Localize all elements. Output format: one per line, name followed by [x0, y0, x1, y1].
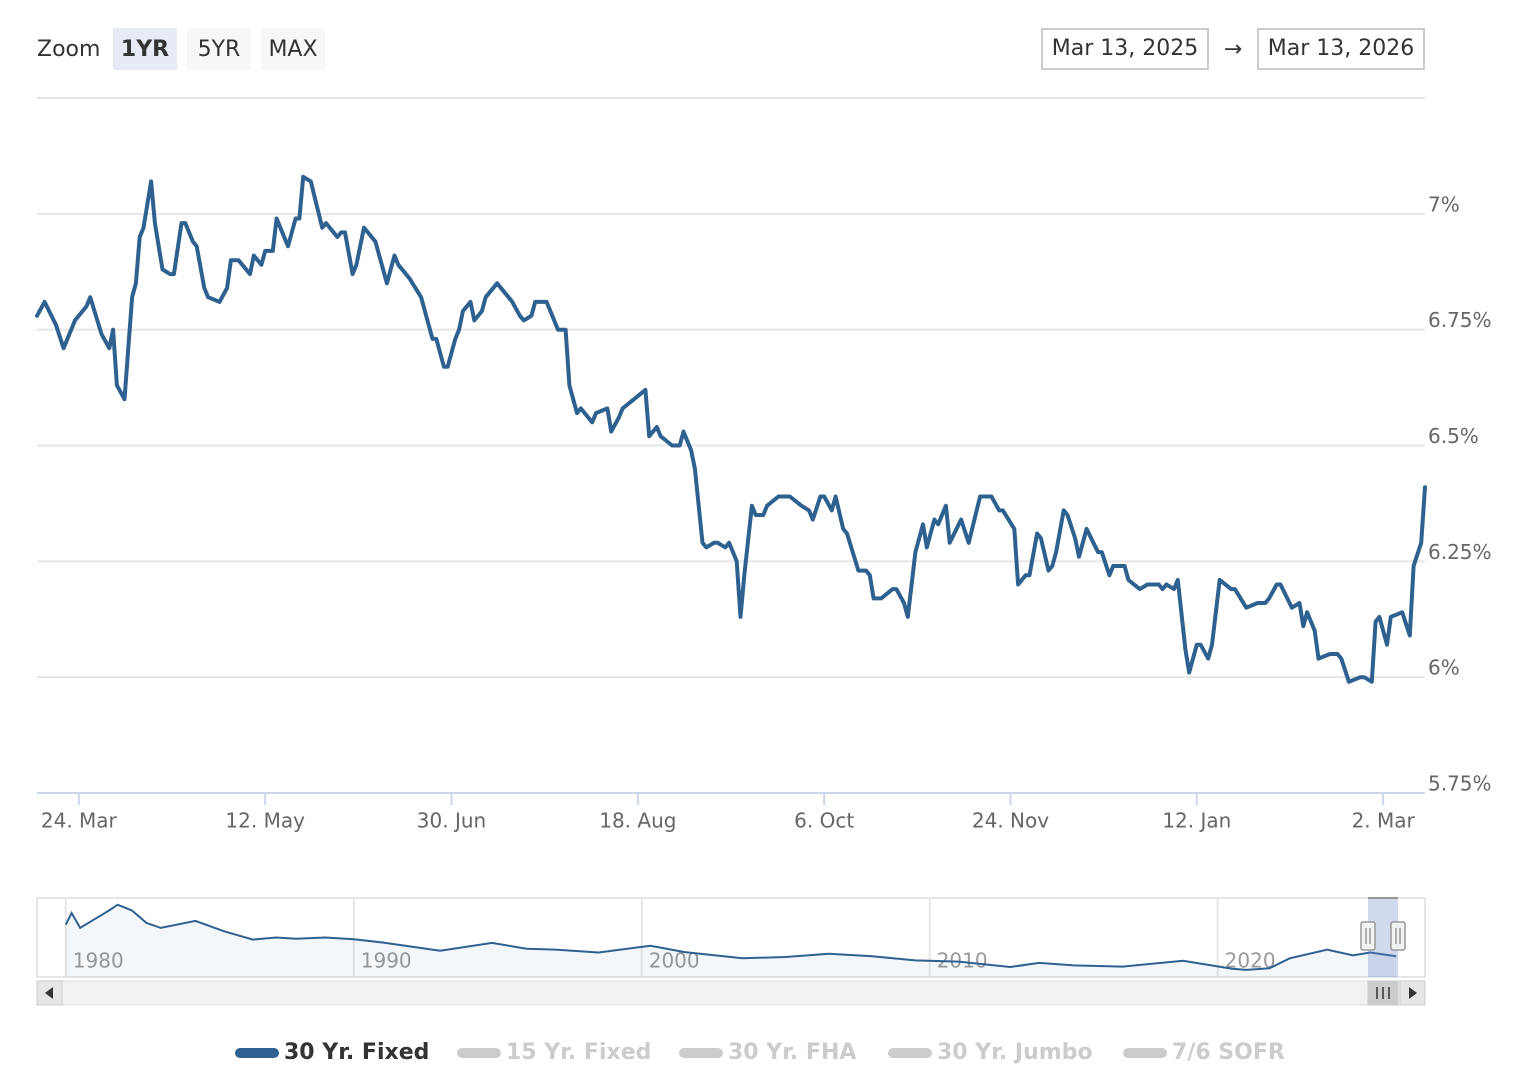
navigator-tick-label: 1990	[361, 949, 412, 973]
legend-item[interactable]: 30 Yr. Jumbo	[888, 1040, 1093, 1065]
legend-label: 30 Yr. Fixed	[284, 1040, 429, 1065]
x-tick-label: 18. Aug	[599, 809, 676, 833]
x-tick-label: 24. Mar	[41, 809, 118, 833]
x-tick-label: 12. Jan	[1162, 809, 1231, 833]
navigator-line	[64, 903, 1397, 971]
legend-label: 15 Yr. Fixed	[506, 1040, 651, 1065]
legend-label: 30 Yr. Jumbo	[937, 1040, 1093, 1065]
zoom-label: Zoom	[37, 37, 100, 62]
zoom-button-label: MAX	[268, 37, 317, 62]
y-tick-label: 7%	[1428, 192, 1460, 216]
zoom-button-label: 5YR	[198, 37, 241, 62]
scrollbar-track[interactable]	[36, 980, 1426, 1006]
navigator-tick-label: 1980	[73, 949, 124, 973]
zoom-button[interactable]	[113, 28, 177, 70]
x-tick-label: 12. May	[225, 809, 305, 833]
legend-item[interactable]: 30 Yr. Fixed	[235, 1040, 429, 1065]
navigator-area	[65, 904, 1397, 977]
range-from-input[interactable]	[1041, 28, 1209, 70]
legend-label: 30 Yr. FHA	[728, 1040, 856, 1065]
x-tick-label: 2. Mar	[1352, 809, 1416, 833]
handle-right[interactable]	[1390, 921, 1406, 951]
zoom-button[interactable]	[261, 28, 325, 70]
navigator-handle[interactable]	[1360, 921, 1406, 951]
scrollbar-right-arrow	[1409, 987, 1417, 999]
legend-label: 7/6 SOFR	[1172, 1040, 1285, 1065]
range-from-text: Mar 13, 2025	[1052, 36, 1198, 61]
x-tick-label: 30. Jun	[417, 809, 486, 833]
y-tick-label: 6.75%	[1428, 308, 1492, 332]
range-to-input[interactable]	[1257, 28, 1425, 70]
navigator: 1980 1990 2000 2010 2020	[64, 898, 1397, 977]
y-tick-label: 6.25%	[1428, 540, 1492, 564]
y-tick-label: 5.75%	[1428, 772, 1492, 796]
range-separator: →	[1224, 37, 1242, 62]
handle-left[interactable]	[1360, 921, 1376, 951]
legend-item[interactable]: 30 Yr. FHA	[679, 1040, 856, 1065]
zoom-button-label: 1YR	[121, 37, 169, 62]
y-tick-label: 6%	[1428, 656, 1460, 680]
y-tick-label: 6.5%	[1428, 424, 1479, 448]
scrollbar-left-arrow	[45, 987, 53, 999]
range-to-text: Mar 13, 2026	[1268, 36, 1414, 61]
legend-item[interactable]: 15 Yr. Fixed	[457, 1040, 651, 1065]
series-line	[35, 174, 1427, 684]
zoom-button[interactable]	[187, 28, 251, 70]
x-tick-label: 6. Oct	[794, 809, 854, 833]
x-tick-label: 24. Nov	[972, 809, 1049, 833]
scrollbar-grip	[1376, 987, 1390, 999]
legend-item[interactable]: 7/6 SOFR	[1123, 1040, 1285, 1065]
